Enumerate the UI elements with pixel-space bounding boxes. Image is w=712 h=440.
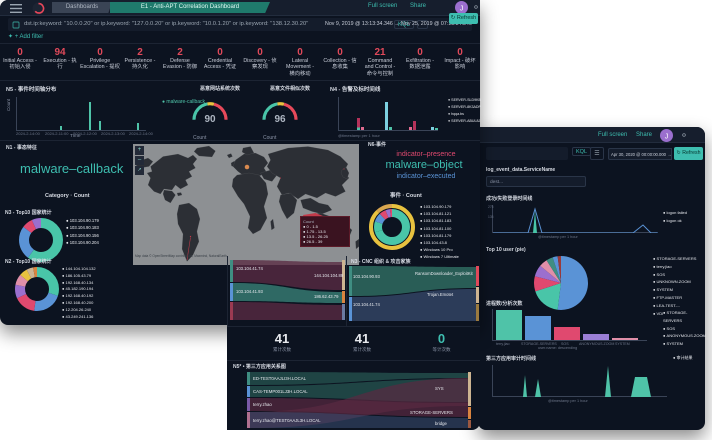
svg-text:103.104.41.74: 103.104.41.74 (353, 302, 380, 307)
svg-text:terry.zhao@TEST0AAJL3H.LOCAL: terry.zhao@TEST0AAJL3H.LOCAL (253, 418, 321, 423)
svg-text:SYS: SYS (435, 386, 444, 391)
svg-text:Trojan.Emotet: Trojan.Emotet (427, 292, 454, 297)
svg-text:RansomDownloader_ExploitKit: RansomDownloader_ExploitKit (415, 271, 474, 276)
svg-text:96: 96 (274, 114, 286, 125)
svg-text:bridge: bridge (435, 421, 448, 426)
svg-text:J: J (460, 5, 464, 12)
svg-text:90: 90 (204, 114, 216, 125)
svg-text:STORAGE-SERVERS: STORAGE-SERVERS (410, 410, 453, 415)
svg-text:terry.zhao: terry.zhao (253, 402, 272, 407)
svg-text:103.104.90.93: 103.104.90.93 (353, 274, 380, 279)
svg-text:ED-TEST0AAJLI3H.LOCAL: ED-TEST0AAJLI3H.LOCAL (253, 376, 307, 381)
svg-text:144.104.104.89: 144.104.104.89 (314, 273, 344, 278)
svg-text:J: J (665, 133, 669, 140)
svg-text:103.104.41.74: 103.104.41.74 (236, 266, 263, 271)
svg-text:103.104.41.93: 103.104.41.93 (236, 289, 263, 294)
svg-text:CAS-TEMP001LJ3H.LOCAL: CAS-TEMP001LJ3H.LOCAL (253, 389, 308, 394)
svg-text:186.62.43.79: 186.62.43.79 (314, 294, 339, 299)
